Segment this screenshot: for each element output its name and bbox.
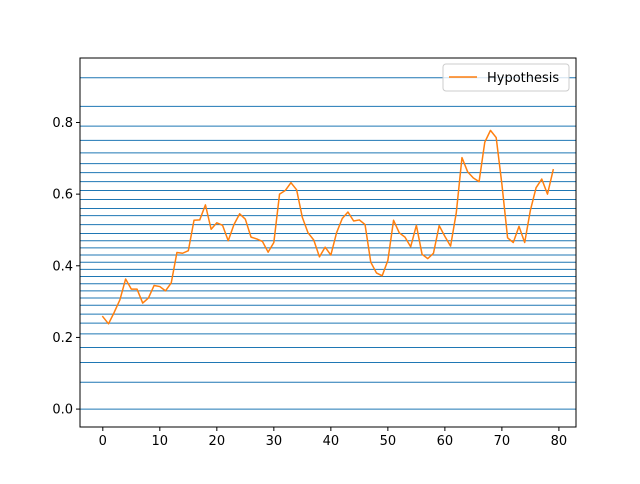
legend-frame (442, 63, 570, 92)
x-tick-label: 60 (437, 434, 454, 449)
x-tick-label: 80 (551, 434, 568, 449)
x-axis: 0 10 20 30 40 50 60 70 80 (99, 427, 568, 449)
plot-frame (79, 57, 577, 428)
y-tick-label: 0.4 (52, 259, 73, 274)
x-tick-label: 50 (380, 434, 397, 449)
series-line-0 (101, 129, 555, 325)
legend-label: Hypothesis (487, 71, 559, 86)
y-tick-label: 0.6 (52, 188, 73, 203)
y-axis: 0.0 0.2 0.4 0.6 0.8 (52, 116, 80, 418)
x-tick-label: 70 (494, 434, 511, 449)
reference-lines (80, 77, 576, 410)
legend: Hypothesis (442, 63, 570, 92)
series-layer (101, 129, 555, 325)
y-tick-label: 0.8 (52, 116, 73, 131)
y-tick-label: 0.0 (52, 403, 73, 418)
x-tick-label: 0 (99, 434, 107, 449)
x-tick-label: 20 (209, 434, 226, 449)
y-tick-label: 0.2 (52, 331, 73, 346)
x-tick-label: 10 (152, 434, 169, 449)
x-tick-label: 30 (266, 434, 283, 449)
x-tick-label: 40 (323, 434, 340, 449)
